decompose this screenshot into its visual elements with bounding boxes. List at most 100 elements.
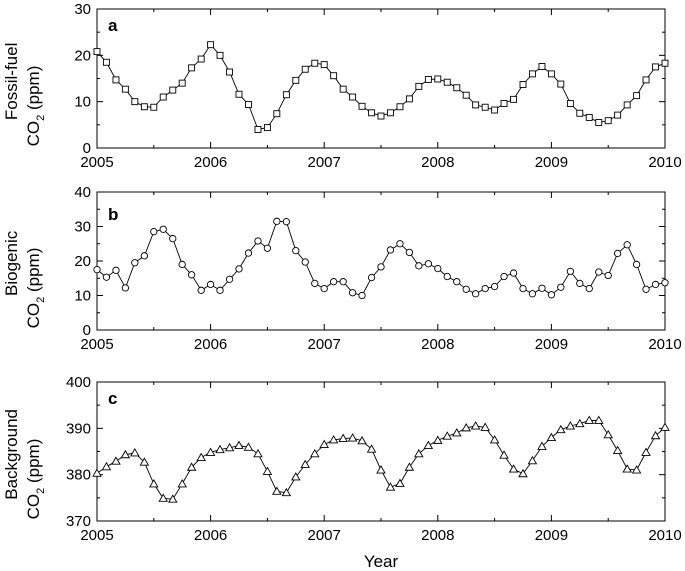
data-point-c — [139, 457, 150, 466]
data-point-c — [328, 435, 339, 444]
data-point-a — [263, 124, 271, 132]
data-point-c — [385, 482, 396, 491]
y-tick-label-b: 10 — [74, 288, 91, 305]
data-point-b — [206, 280, 215, 289]
y-axis-label-a-co: CO — [24, 121, 43, 147]
data-point-a — [301, 65, 309, 73]
y-tick-label-c: 390 — [66, 420, 91, 437]
data-point-a — [547, 70, 555, 78]
data-point-a — [510, 95, 518, 103]
data-point-c — [499, 450, 509, 459]
data-point-b — [576, 279, 584, 288]
data-point-b — [519, 284, 527, 293]
panel-letter-b: b — [108, 205, 118, 224]
x-tick-label-c: 2005 — [80, 527, 113, 544]
data-point-b — [557, 283, 565, 291]
x-tick-label-a: 2009 — [535, 154, 568, 171]
data-point-b — [301, 258, 309, 266]
x-tick-label-b: 2006 — [194, 336, 227, 353]
plot-frame-a — [96, 8, 666, 149]
data-point-a — [207, 41, 215, 49]
x-tick-label-b: 2008 — [421, 336, 454, 353]
x-tick-label-b: 2005 — [80, 336, 113, 353]
y-axis-label-b-unit: (ppm) — [24, 248, 43, 297]
data-point-b — [490, 282, 499, 291]
plot-frame-c — [96, 381, 666, 522]
data-point-c — [414, 448, 424, 458]
y-tick-label-c: 370 — [66, 513, 91, 530]
data-point-b — [339, 278, 347, 286]
data-point-b — [93, 265, 101, 274]
data-point-a — [405, 95, 413, 103]
y-tick-label-a: 30 — [74, 1, 91, 18]
data-point-c — [537, 441, 547, 450]
x-tick-label-b: 2009 — [535, 336, 568, 353]
data-point-a — [434, 75, 442, 83]
data-point-c — [196, 452, 206, 461]
data-point-b — [595, 268, 603, 276]
x-tick-label-a: 2006 — [194, 154, 227, 171]
data-point-c — [92, 468, 102, 477]
data-point-a — [140, 103, 148, 111]
data-point-c — [518, 468, 528, 478]
data-point-b — [415, 262, 423, 270]
data-point-a — [472, 101, 480, 109]
data-point-c — [546, 432, 557, 442]
data-point-a — [642, 76, 650, 84]
data-point-c — [120, 449, 131, 459]
data-point-c — [319, 439, 329, 448]
data-point-a — [585, 113, 593, 121]
data-point-b — [225, 275, 234, 283]
data-point-c — [641, 447, 651, 456]
y-axis-label-a-line1: Fossil-fuel — [2, 43, 21, 120]
x-tick-label-a: 2007 — [308, 154, 341, 171]
data-point-c — [309, 448, 320, 458]
y-axis-label-c-sub: 2 — [35, 488, 47, 494]
data-point-a — [623, 101, 631, 109]
data-point-a — [368, 109, 376, 117]
data-point-a — [178, 79, 186, 87]
data-point-b — [102, 273, 111, 281]
y-tick-label-c: 380 — [66, 467, 91, 484]
x-tick-label-a: 2010 — [648, 154, 681, 171]
data-point-b — [131, 259, 139, 267]
data-point-a — [633, 92, 641, 100]
data-point-c — [622, 464, 632, 473]
data-point-a — [169, 86, 177, 94]
data-point-a — [557, 80, 565, 88]
y-axis-label-c-line1: Background — [2, 409, 21, 500]
data-point-a — [576, 109, 584, 117]
data-point-c — [215, 444, 225, 454]
y-tick-label-a: 10 — [74, 94, 91, 111]
data-point-c — [101, 461, 112, 471]
series-b — [93, 217, 669, 300]
data-point-b — [367, 273, 376, 282]
y-tick-label-b: 40 — [74, 184, 91, 201]
ticks-a: 2005 2006 2007 2008 2009 2010 0 10 20 30 — [74, 1, 681, 171]
x-tick-label-c: 2008 — [421, 527, 454, 544]
data-point-a — [254, 126, 262, 133]
y-tick-label-b: 0 — [83, 322, 91, 339]
data-point-a — [443, 78, 451, 86]
data-point-b — [471, 290, 480, 298]
data-point-b — [528, 290, 537, 298]
data-point-a — [453, 84, 461, 92]
data-point-a — [235, 90, 243, 98]
data-point-a — [273, 110, 281, 118]
y-axis-label-a-sub: 2 — [35, 115, 47, 121]
data-point-b — [566, 267, 575, 275]
data-point-b — [320, 284, 328, 293]
data-point-c — [338, 433, 348, 442]
data-point-a — [244, 100, 252, 108]
data-point-a — [150, 103, 158, 111]
data-point-c — [631, 465, 642, 474]
x-tick-label-c: 2006 — [194, 527, 227, 544]
data-point-b — [377, 263, 385, 271]
data-point-a — [330, 72, 338, 80]
y-axis-label-c: Background CO2 (ppm) — [2, 404, 47, 519]
data-point-b — [235, 265, 243, 273]
data-point-a — [415, 82, 423, 90]
data-point-a — [538, 63, 546, 70]
data-point-b — [424, 260, 433, 268]
data-point-b — [613, 249, 622, 258]
